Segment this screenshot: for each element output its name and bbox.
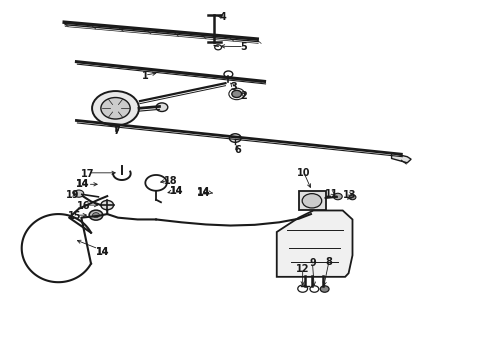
Text: 1: 1 bbox=[142, 71, 148, 81]
Circle shape bbox=[215, 45, 221, 50]
Circle shape bbox=[156, 103, 168, 112]
Text: 6: 6 bbox=[234, 145, 241, 155]
Circle shape bbox=[101, 201, 114, 210]
Text: 8: 8 bbox=[325, 257, 333, 267]
Circle shape bbox=[232, 90, 242, 98]
Text: 11: 11 bbox=[325, 189, 339, 199]
Circle shape bbox=[93, 213, 99, 218]
Text: 12: 12 bbox=[296, 264, 309, 274]
Text: 13: 13 bbox=[343, 190, 357, 200]
Polygon shape bbox=[277, 211, 352, 277]
Circle shape bbox=[89, 210, 103, 220]
Polygon shape bbox=[392, 153, 411, 163]
Text: 16: 16 bbox=[77, 201, 91, 211]
Text: 3: 3 bbox=[230, 82, 237, 92]
Text: 14: 14 bbox=[196, 188, 210, 198]
Text: 18: 18 bbox=[164, 176, 177, 186]
Text: 17: 17 bbox=[81, 168, 95, 179]
Circle shape bbox=[229, 134, 241, 142]
Circle shape bbox=[92, 91, 139, 126]
Text: 4: 4 bbox=[220, 12, 226, 22]
Circle shape bbox=[349, 195, 356, 200]
Text: 14: 14 bbox=[170, 186, 183, 197]
Text: 10: 10 bbox=[297, 168, 310, 178]
Text: 14: 14 bbox=[96, 247, 109, 257]
Circle shape bbox=[74, 190, 84, 197]
Text: 15: 15 bbox=[68, 211, 82, 221]
Text: 14: 14 bbox=[76, 179, 90, 189]
Text: 14: 14 bbox=[96, 247, 109, 257]
Text: 14: 14 bbox=[76, 179, 90, 189]
Text: 2: 2 bbox=[241, 91, 247, 101]
Text: 9: 9 bbox=[309, 258, 316, 268]
Text: 7: 7 bbox=[114, 126, 121, 135]
Text: 19: 19 bbox=[66, 190, 80, 200]
Circle shape bbox=[302, 194, 322, 208]
Polygon shape bbox=[299, 191, 326, 211]
Circle shape bbox=[333, 193, 342, 200]
Text: 14: 14 bbox=[196, 187, 210, 197]
Circle shape bbox=[320, 286, 329, 292]
Text: 5: 5 bbox=[241, 42, 247, 52]
Text: 14: 14 bbox=[170, 186, 183, 196]
Circle shape bbox=[101, 98, 130, 119]
